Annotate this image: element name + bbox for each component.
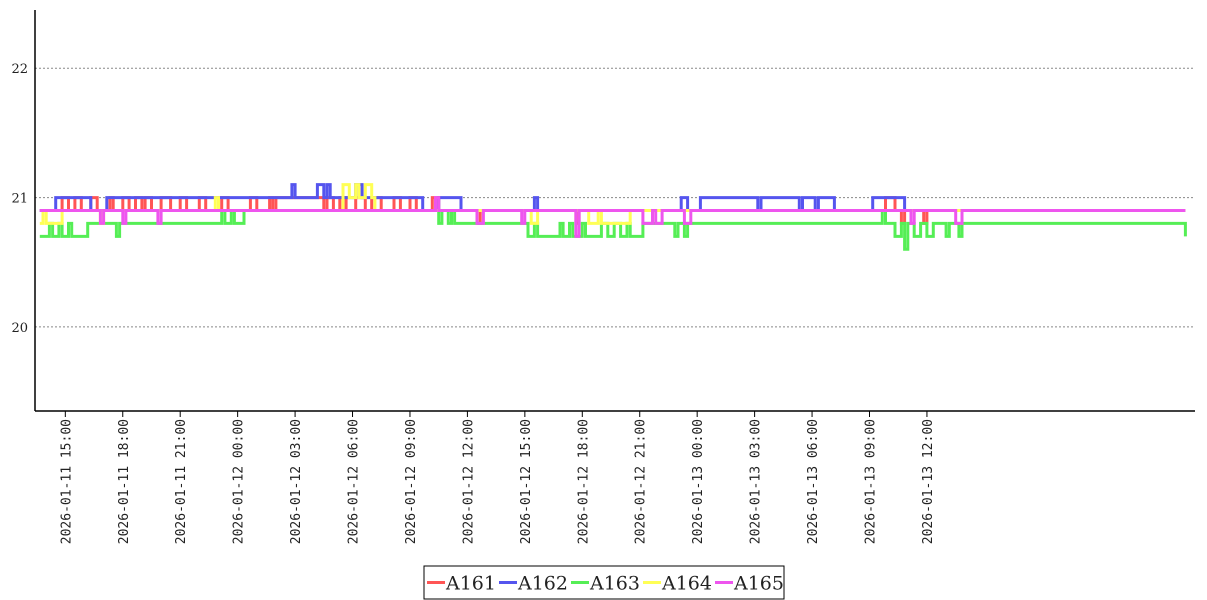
x-axis-ticks: 2026-01-11 15:00 2026-01-11 18:00 2026-01-…: [59, 411, 936, 544]
legend-label: A162: [517, 573, 568, 595]
x-tick-label: 2026-01-13 12:00: [921, 419, 936, 544]
x-tick-label: 2026-01-13 09:00: [864, 419, 879, 544]
x-tick-label: 2026-01-13 06:00: [806, 419, 821, 544]
y-tick-label: 20: [11, 321, 28, 336]
x-tick-label: 2026-01-12 18:00: [576, 419, 591, 544]
series-lines: [39, 183, 1187, 251]
x-tick-label: 2026-01-12 12:00: [461, 419, 476, 544]
x-tick-label: 2026-01-11 18:00: [117, 419, 132, 544]
x-tick-label: 2026-01-12 15:00: [519, 419, 534, 544]
x-tick-label: 2026-01-11 15:00: [59, 419, 74, 544]
y-tick-label: 21: [11, 192, 28, 207]
series-line-a164: [39, 183, 1186, 225]
x-tick-label: 2026-01-12 06:00: [347, 419, 362, 544]
legend-label: A161: [445, 573, 496, 595]
x-tick-label: 2026-01-13 03:00: [749, 419, 764, 544]
legend-label: A165: [733, 573, 784, 595]
x-tick-label: 2026-01-12 00:00: [232, 419, 247, 544]
series-line-a162: [39, 183, 1186, 212]
series-line-a163: [39, 209, 1187, 251]
series-line-a165: [39, 196, 1186, 238]
legend-label: A163: [589, 573, 640, 595]
axes: [34, 10, 1195, 412]
x-tick-label: 2026-01-11 21:00: [174, 419, 189, 544]
y-tick-label: 22: [11, 62, 28, 77]
y-axis-ticks: 20 21 22: [11, 62, 28, 336]
x-tick-label: 2026-01-12 21:00: [634, 419, 649, 544]
x-tick-label: 2026-01-12 09:00: [404, 419, 419, 544]
legend: A161 A162 A163 A164 A165: [423, 565, 785, 600]
x-tick-label: 2026-01-12 03:00: [289, 419, 304, 544]
x-tick-label: 2026-01-13 00:00: [691, 419, 706, 544]
legend-label: A164: [661, 573, 712, 595]
